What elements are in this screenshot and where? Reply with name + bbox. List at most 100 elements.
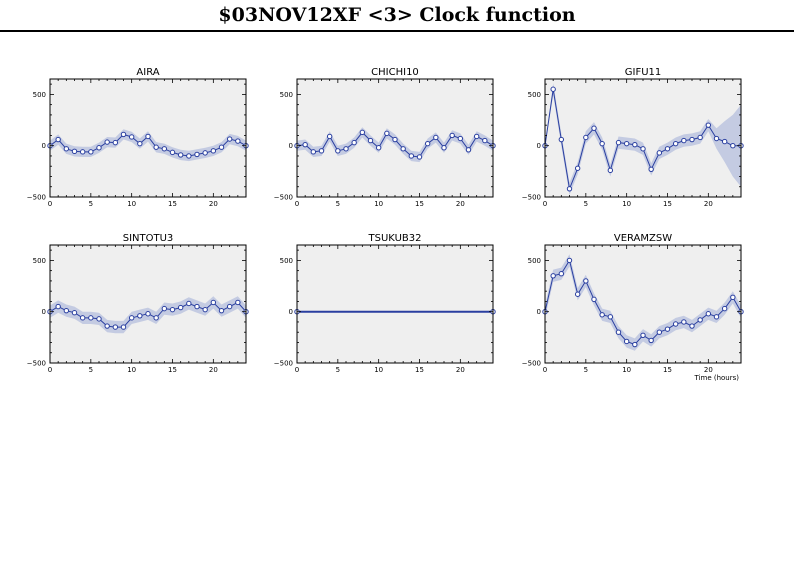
title-divider (0, 30, 794, 32)
data-point (63, 146, 70, 152)
data-point (79, 149, 86, 155)
data-point (473, 133, 480, 140)
y-tick-label: 500 (528, 257, 541, 265)
data-point (96, 145, 102, 151)
x-tick-label: 10 (374, 200, 383, 208)
data-point (623, 140, 630, 147)
data-point (697, 134, 703, 141)
data-point (689, 136, 695, 143)
data-point (367, 137, 374, 144)
x-tick-label: 15 (663, 200, 672, 208)
y-tick-label: −500 (522, 194, 541, 202)
data-point (359, 129, 366, 136)
data-point (599, 140, 605, 147)
x-tick-label: 10 (622, 366, 631, 374)
chart-title: CHICHI10 (371, 67, 419, 78)
data-point (210, 148, 217, 154)
chart-title: SINTOTU3 (123, 233, 174, 244)
data-point (615, 139, 622, 146)
data-point (558, 271, 565, 277)
y-tick-label: 0 (537, 308, 541, 316)
y-tick-label: −500 (27, 360, 46, 368)
data-point (583, 134, 589, 141)
data-point (384, 130, 390, 137)
data-point (218, 307, 225, 314)
data-point (235, 299, 241, 306)
data-point (145, 133, 151, 140)
data-point (681, 137, 687, 144)
data-point (137, 140, 143, 147)
y-tick-label: 500 (528, 91, 541, 99)
x-tick-label: 15 (415, 200, 424, 208)
data-point (88, 149, 94, 155)
data-point (169, 149, 176, 156)
data-point (169, 306, 176, 313)
data-point (416, 154, 423, 160)
data-point (672, 140, 679, 147)
data-point (79, 315, 86, 321)
y-tick-label: 500 (33, 91, 46, 99)
chart-title: TSUKUB32 (368, 233, 422, 244)
data-point (482, 137, 488, 144)
data-point (400, 146, 406, 152)
data-point (574, 291, 581, 297)
x-tick-label: 0 (48, 366, 52, 374)
data-point (202, 150, 208, 156)
data-point (120, 131, 127, 138)
data-point (441, 145, 447, 151)
x-tick-label: 5 (336, 366, 340, 374)
data-point (392, 136, 398, 143)
data-point (63, 307, 70, 314)
x-tick-label: 0 (295, 200, 299, 208)
data-point (335, 148, 341, 154)
page-title: $03NOV12XF <3> Clock function (218, 4, 576, 26)
data-point (318, 148, 325, 154)
data-point (449, 132, 455, 139)
data-point (457, 135, 464, 142)
x-tick-label: 0 (295, 366, 299, 374)
data-point (648, 166, 654, 172)
y-tick-label: 500 (280, 257, 293, 265)
data-point (721, 305, 728, 312)
x-tick-label: 20 (704, 366, 713, 374)
data-point (697, 317, 703, 323)
data-point (194, 303, 200, 310)
data-point (128, 134, 135, 140)
x-tick-label: 20 (704, 200, 713, 208)
data-point (326, 133, 333, 140)
data-point (88, 315, 94, 321)
x-tick-label: 20 (456, 200, 465, 208)
data-point (351, 139, 357, 146)
data-point (55, 136, 61, 143)
x-tick-label: 20 (456, 366, 465, 374)
data-point (96, 316, 102, 322)
data-point (713, 135, 720, 142)
data-point (632, 341, 638, 348)
y-tick-label: 500 (280, 91, 293, 99)
plot-area (297, 245, 493, 363)
data-point (210, 299, 217, 306)
data-point (177, 152, 184, 158)
data-point (112, 324, 119, 330)
data-point (705, 122, 712, 128)
data-point (153, 144, 159, 150)
data-point (713, 314, 720, 320)
x-tick-label: 10 (374, 366, 383, 374)
x-tick-label: 0 (543, 366, 547, 374)
y-tick-label: −500 (274, 360, 293, 368)
data-point (583, 278, 589, 284)
data-point (55, 303, 61, 310)
y-tick-label: −500 (27, 194, 46, 202)
data-point (664, 146, 671, 152)
y-tick-label: 0 (537, 142, 541, 150)
data-point (730, 142, 736, 149)
data-point (71, 148, 78, 155)
data-point (186, 300, 192, 307)
data-point (574, 165, 581, 171)
data-point (591, 125, 597, 131)
data-point (424, 140, 431, 147)
data-point (550, 273, 556, 279)
